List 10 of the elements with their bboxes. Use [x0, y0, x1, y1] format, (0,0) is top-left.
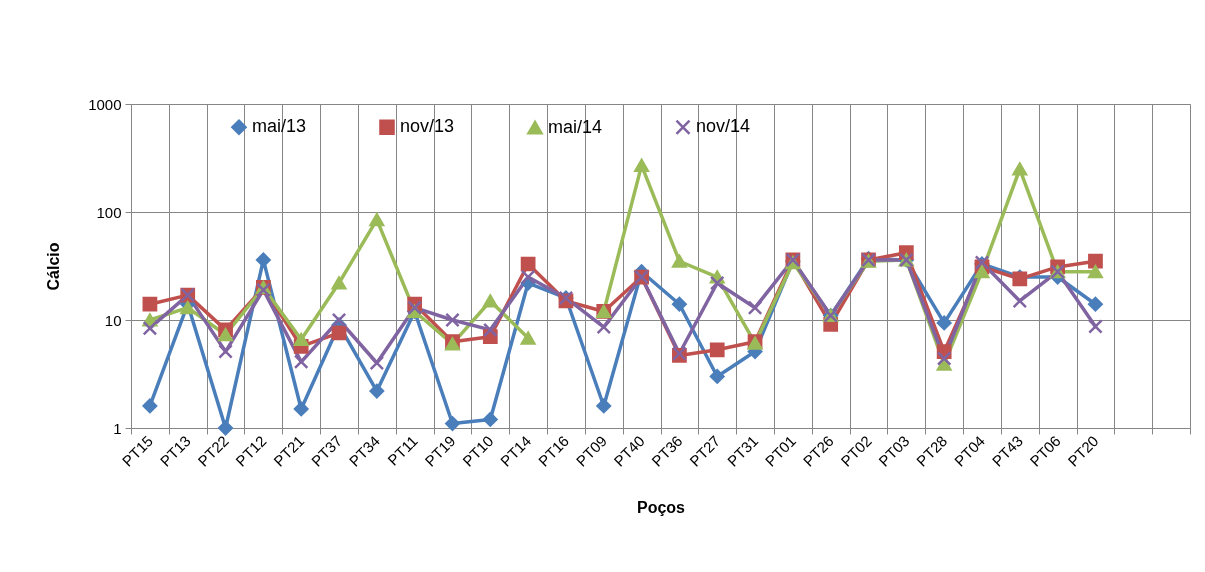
y-tick-label: 1000: [88, 95, 122, 113]
y-tick-label: 1: [113, 419, 122, 437]
y-tick-label: 100: [96, 203, 122, 221]
y-axis-title: Cálcio: [45, 242, 63, 291]
legend-label: mai/14: [548, 116, 603, 137]
y-tick-label: 10: [104, 311, 122, 329]
x-axis-title: Poços: [636, 498, 686, 516]
legend-label: nov/13: [400, 116, 455, 137]
legend-label: mai/13: [252, 116, 307, 137]
legend-label: nov/14: [696, 116, 751, 137]
